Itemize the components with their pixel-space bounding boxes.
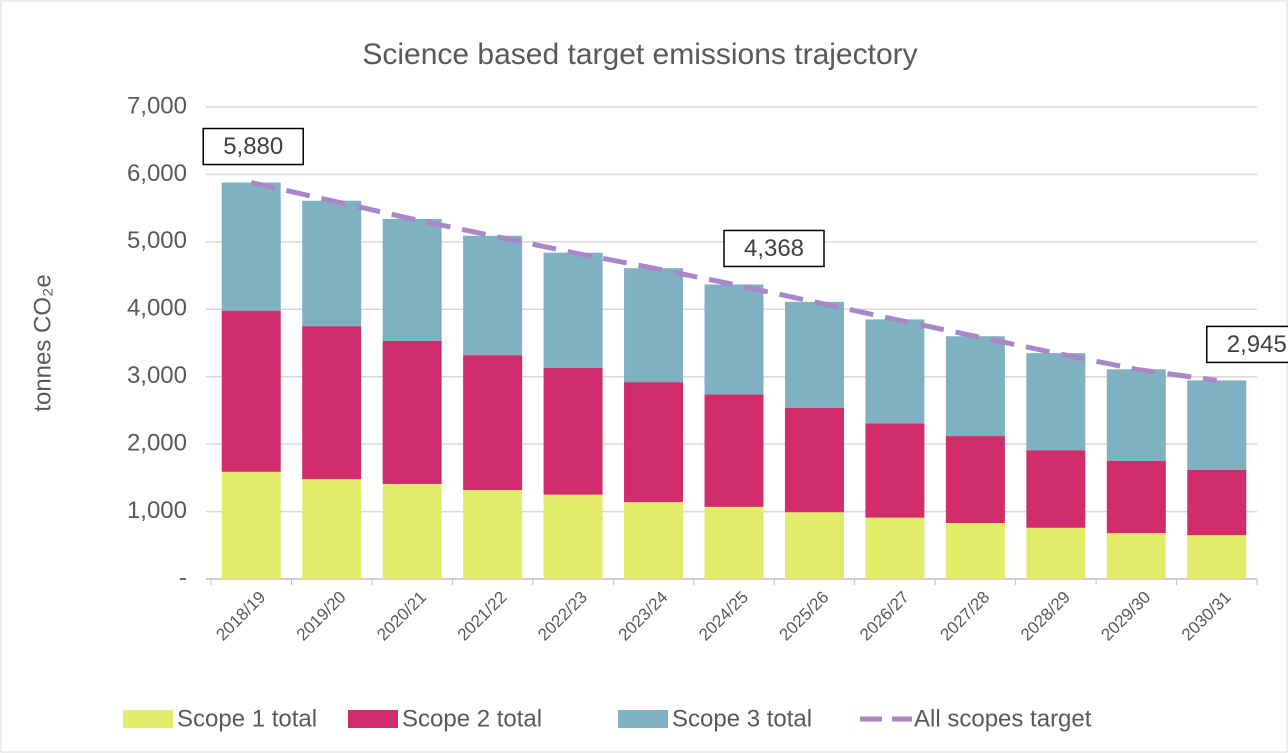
y-tick-label: - bbox=[179, 564, 187, 591]
bar-segment bbox=[865, 517, 925, 579]
chart-title: Science based target emissions trajector… bbox=[362, 38, 917, 71]
legend-label: Scope 3 total bbox=[672, 705, 812, 732]
bar-segment bbox=[624, 382, 684, 503]
bar-segment bbox=[543, 252, 603, 368]
data-label: 5,880 bbox=[223, 133, 283, 160]
bar-segment bbox=[624, 268, 684, 383]
y-axis-label: tonnes CO₂e bbox=[29, 274, 56, 411]
bar-segment bbox=[1026, 450, 1086, 528]
bar-segment bbox=[784, 512, 844, 579]
bar-segment bbox=[1187, 535, 1247, 579]
bar-segment bbox=[1187, 469, 1247, 536]
data-label-box bbox=[1206, 325, 1288, 364]
y-tick-label: 4,000 bbox=[127, 295, 187, 322]
bar-segment bbox=[1026, 353, 1086, 451]
bar-segment bbox=[221, 310, 281, 472]
bar-segment bbox=[1106, 533, 1166, 579]
legend-swatch bbox=[618, 710, 668, 728]
data-label-box bbox=[723, 229, 825, 268]
target-line bbox=[250, 180, 1218, 383]
bar-segment bbox=[704, 506, 764, 579]
legend-swatch bbox=[123, 710, 173, 728]
data-label: 4,368 bbox=[744, 235, 804, 262]
legend-label: Scope 1 total bbox=[177, 705, 317, 732]
bar-segment bbox=[865, 423, 925, 518]
bar-segment bbox=[221, 182, 281, 311]
bar-segment bbox=[382, 483, 442, 579]
bar-segment bbox=[1106, 461, 1166, 534]
y-tick-label: 3,000 bbox=[127, 362, 187, 389]
bar-segment bbox=[302, 200, 362, 327]
bar-segment bbox=[302, 479, 362, 579]
y-tick-label: 5,000 bbox=[127, 227, 187, 254]
bar-segment bbox=[1187, 380, 1247, 470]
bar-segment bbox=[704, 394, 764, 507]
bar-segment bbox=[382, 340, 442, 484]
bar-segment bbox=[624, 502, 684, 579]
bar-segment bbox=[382, 218, 442, 341]
bar-segment bbox=[945, 523, 1005, 579]
legend-label: Scope 2 total bbox=[402, 705, 542, 732]
y-tick-label: 7,000 bbox=[127, 92, 187, 119]
legend-label: All scopes target bbox=[914, 705, 1092, 732]
legend-swatch bbox=[348, 710, 398, 728]
bar-segment bbox=[463, 235, 523, 356]
y-tick-label: 1,000 bbox=[127, 497, 187, 524]
bar-segment bbox=[543, 367, 603, 495]
bar-segment bbox=[704, 284, 764, 395]
bar-segment bbox=[463, 489, 523, 579]
data-label: 2,945 bbox=[1227, 331, 1287, 358]
bar-segment bbox=[221, 471, 281, 579]
bar-segment bbox=[1106, 369, 1166, 461]
bar-segment bbox=[463, 355, 523, 490]
data-label-box bbox=[202, 127, 304, 166]
bar-segment bbox=[543, 494, 603, 579]
bar-segment bbox=[945, 436, 1005, 524]
bar-segment bbox=[865, 319, 925, 424]
bar-segment bbox=[784, 301, 844, 408]
bar-segment bbox=[302, 326, 362, 480]
y-tick-label: 2,000 bbox=[127, 429, 187, 456]
y-tick-label: 6,000 bbox=[127, 160, 187, 187]
bar-segment bbox=[945, 336, 1005, 437]
bar-segment bbox=[784, 407, 844, 513]
bar-segment bbox=[1026, 527, 1086, 579]
